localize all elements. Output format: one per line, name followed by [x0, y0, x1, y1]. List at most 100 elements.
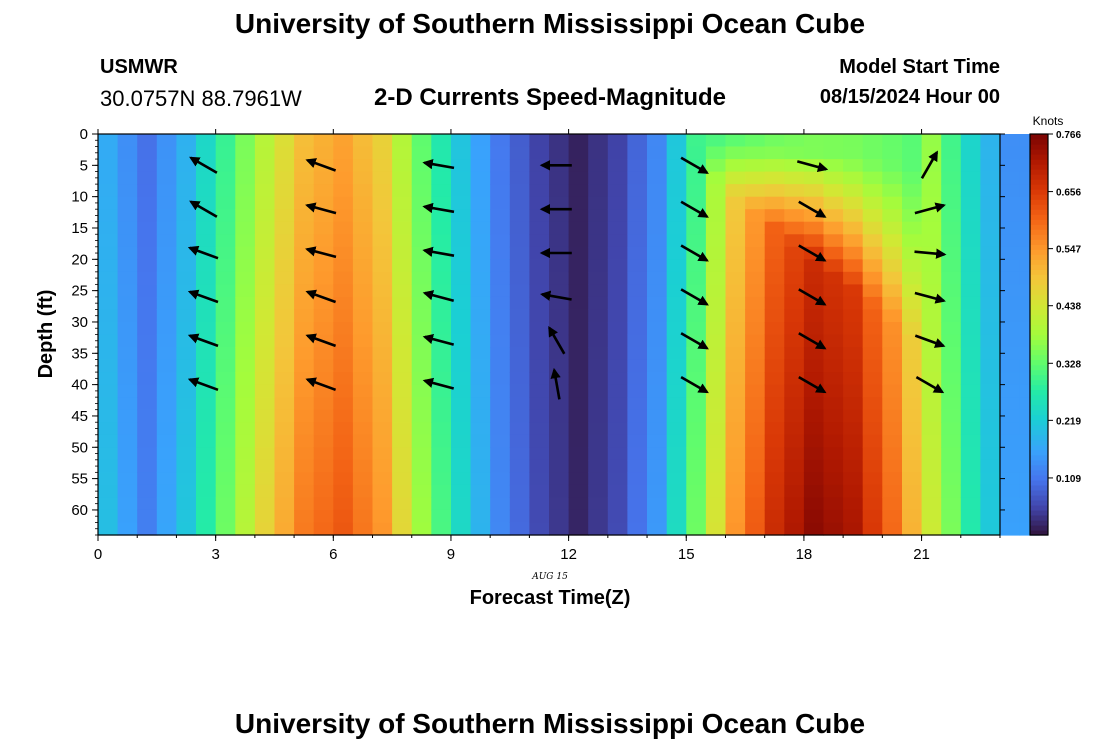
- heatmap-cell: [509, 422, 530, 436]
- heatmap-cell: [862, 209, 883, 223]
- heatmap-cell: [647, 146, 668, 160]
- heatmap-cell: [274, 372, 295, 386]
- colorbar-segment: [1030, 434, 1048, 441]
- heatmap-cell: [372, 209, 393, 223]
- heatmap-cell: [156, 184, 177, 198]
- heatmap-cell: [882, 484, 903, 498]
- heatmap-cell: [764, 422, 785, 436]
- heatmap-cell: [627, 509, 648, 523]
- heatmap-cell: [882, 171, 903, 185]
- heatmap-cell: [451, 234, 472, 248]
- heatmap-cell: [490, 146, 511, 160]
- heatmap-cell: [921, 497, 942, 511]
- heatmap-cell: [1000, 484, 1021, 498]
- heatmap-cell: [470, 309, 491, 323]
- heatmap-cell: [509, 359, 530, 373]
- heatmap-cell: [529, 209, 550, 223]
- heatmap-cell: [451, 522, 472, 536]
- heatmap-cell: [862, 397, 883, 411]
- heatmap-cell: [686, 271, 707, 285]
- heatmap-cell: [960, 484, 981, 498]
- heatmap-cell: [451, 134, 472, 148]
- heatmap-cell: [274, 221, 295, 235]
- heatmap-cell: [588, 134, 609, 148]
- heatmap-cell: [490, 347, 511, 361]
- heatmap-cell: [568, 322, 589, 336]
- heatmap-cell: [647, 397, 668, 411]
- heatmap-cell: [490, 359, 511, 373]
- heatmap-cell: [686, 397, 707, 411]
- current-arrow: [914, 248, 947, 259]
- heatmap-cell: [764, 397, 785, 411]
- heatmap-cell: [941, 509, 962, 523]
- heatmap-cell: [313, 484, 334, 498]
- heatmap-cell: [902, 522, 923, 536]
- heatmap-cell: [607, 284, 628, 298]
- heatmap-cell: [470, 522, 491, 536]
- heatmap-cell: [549, 359, 570, 373]
- heatmap-cell: [882, 271, 903, 285]
- heatmap-cell: [666, 322, 687, 336]
- heatmap-cell: [431, 146, 452, 160]
- heatmap-cell: [823, 409, 844, 423]
- heatmap-cell: [882, 322, 903, 336]
- heatmap-cell: [823, 397, 844, 411]
- heatmap-cell: [745, 447, 766, 461]
- heatmap-cell: [98, 497, 119, 511]
- heatmap-cell: [549, 484, 570, 498]
- heatmap-cell: [156, 422, 177, 436]
- heatmap-cell: [862, 146, 883, 160]
- heatmap-cell: [980, 284, 1001, 298]
- heatmap-cell: [196, 359, 217, 373]
- heatmap-cell: [117, 434, 138, 448]
- heatmap-cell: [941, 334, 962, 348]
- heatmap-cell: [235, 522, 256, 536]
- heatmap-cell: [392, 134, 413, 148]
- heatmap-cell: [764, 522, 785, 536]
- heatmap-cell: [117, 509, 138, 523]
- heatmap-cell: [235, 372, 256, 386]
- heatmap-cell: [215, 322, 236, 336]
- heatmap-cell: [490, 372, 511, 386]
- heatmap-cell: [902, 509, 923, 523]
- heatmap-cell: [823, 184, 844, 198]
- colorbar-segment: [1030, 399, 1048, 406]
- heatmap-cell: [451, 372, 472, 386]
- heatmap-cell: [196, 171, 217, 185]
- heatmap-cell: [941, 184, 962, 198]
- current-arrow: [798, 288, 827, 306]
- heatmap-cell: [509, 522, 530, 536]
- heatmap-cell: [862, 384, 883, 398]
- heatmap-cell: [470, 472, 491, 486]
- heatmap-cell: [843, 196, 864, 210]
- heatmap-cell: [862, 509, 883, 523]
- heatmap-cell: [882, 184, 903, 198]
- heatmap-cell: [921, 422, 942, 436]
- heatmap-cell: [490, 296, 511, 310]
- heatmap-cell: [764, 334, 785, 348]
- heatmap-cell: [803, 184, 825, 198]
- heatmap-cell: [941, 472, 962, 486]
- heatmap-cell: [509, 459, 530, 473]
- heatmap-cell: [666, 434, 687, 448]
- heatmap-cell: [549, 347, 570, 361]
- heatmap-cell: [529, 221, 550, 235]
- heatmap-cell: [313, 409, 334, 423]
- heatmap-cell: [156, 284, 177, 298]
- heatmap-cell: [215, 234, 236, 248]
- heatmap-cell: [843, 334, 864, 348]
- colorbar-segment: [1030, 349, 1048, 356]
- heatmap-cell: [666, 347, 687, 361]
- heatmap-cell: [137, 522, 158, 536]
- heatmap-cell: [960, 397, 981, 411]
- heatmap-cell: [392, 146, 413, 160]
- heatmap-cell: [274, 459, 295, 473]
- heatmap-cell: [117, 447, 138, 461]
- heatmap-cell: [980, 522, 1001, 536]
- heatmap-cell: [843, 509, 864, 523]
- heatmap-cell: [431, 397, 452, 411]
- heatmap-cell: [784, 384, 805, 398]
- heatmap-cell: [137, 259, 158, 273]
- heatmap-cell: [137, 334, 158, 348]
- heatmap-cell: [980, 409, 1001, 423]
